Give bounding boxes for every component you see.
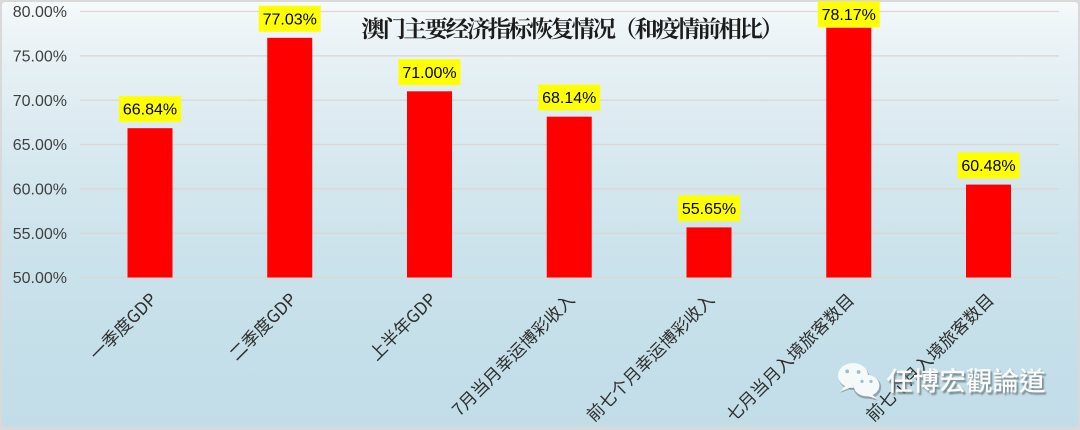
svg-text:66.84%: 66.84% [123, 102, 177, 119]
svg-text:65.00%: 65.00% [13, 137, 67, 154]
svg-text:71.00%: 71.00% [402, 65, 456, 82]
svg-text:55.65%: 55.65% [682, 201, 736, 218]
svg-text:80.00%: 80.00% [13, 4, 67, 21]
svg-text:68.14%: 68.14% [542, 90, 596, 107]
svg-text:75.00%: 75.00% [13, 49, 67, 66]
svg-text:50.00%: 50.00% [13, 270, 67, 287]
svg-text:70.00%: 70.00% [13, 93, 67, 110]
svg-text:60.00%: 60.00% [13, 182, 67, 199]
svg-text:60.48%: 60.48% [961, 158, 1015, 175]
svg-text:77.03%: 77.03% [263, 11, 317, 28]
svg-text:78.17%: 78.17% [822, 7, 876, 24]
svg-text:55.00%: 55.00% [13, 226, 67, 243]
